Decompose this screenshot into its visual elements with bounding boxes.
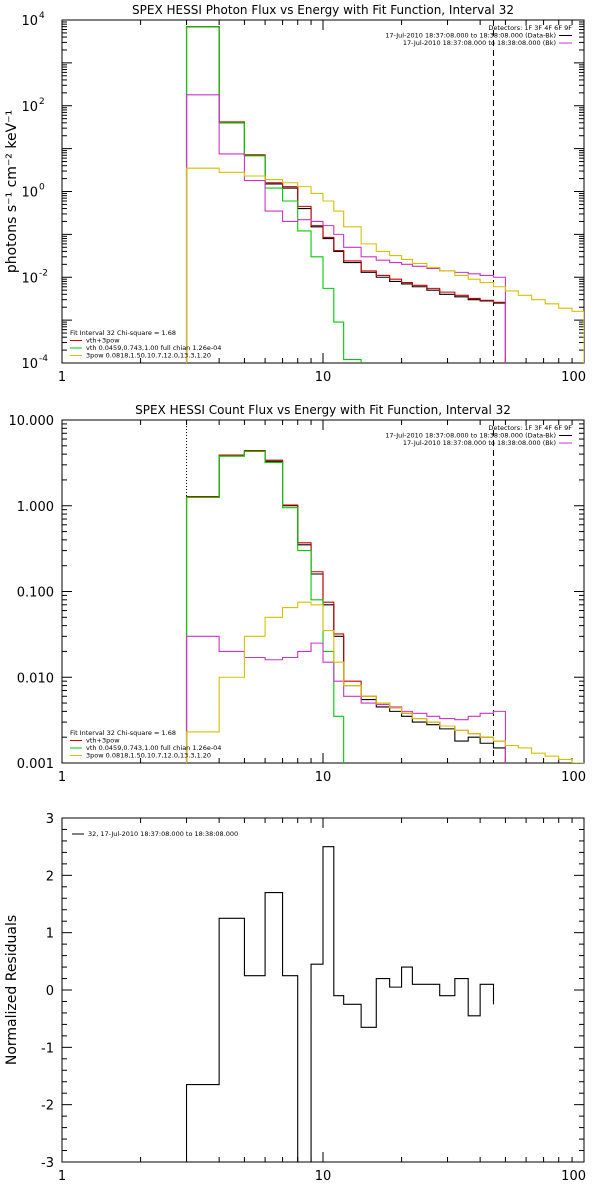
chart-panel-1: SPEX HESSI Photon Flux vs Energy with Fi… xyxy=(4,3,586,385)
y-tick-label: 0.001 xyxy=(17,757,54,772)
x-tick-label: 1 xyxy=(58,1169,66,1184)
y-tick-label: 1.000 xyxy=(17,500,54,515)
legend-entry: vth+3pow xyxy=(86,737,120,745)
legend-header: Detectors: 1F 3F 4F 6F 9F xyxy=(488,24,572,32)
series-line-3pow xyxy=(185,601,584,763)
y-axis: 3 2 1 0 -1 -2 -3 xyxy=(41,812,584,1171)
series-line-bk xyxy=(185,635,506,763)
x-tick-label: 10 xyxy=(315,370,332,385)
y-tick-label: 0.100 xyxy=(17,586,54,601)
series-group xyxy=(185,450,584,763)
x-axis: 1 10 100 xyxy=(58,818,586,1184)
chart-panel-2: SPEX HESSI Count Flux vs Energy with Fit… xyxy=(9,403,587,785)
x-tick-label: 100 xyxy=(561,1169,586,1184)
y-tick-label: 0.010 xyxy=(17,671,54,686)
y-tick-label: -1 xyxy=(41,1041,54,1056)
y-tick-label: 0 xyxy=(46,984,54,999)
legend-entry: 17-Jul-2010 18:37:08.000 to 18:38:08.000… xyxy=(403,439,556,447)
chart-title: SPEX HESSI Photon Flux vs Energy with Fi… xyxy=(132,3,514,17)
legend-entry: 17-Jul-2010 18:37:08.000 to 18:38:08.000… xyxy=(385,432,556,440)
chart-title: SPEX HESSI Count Flux vs Energy with Fit… xyxy=(135,403,511,417)
y-tick-label: 10 xyxy=(21,14,38,29)
y-tick-exponent: 4 xyxy=(39,11,45,21)
series-line-vth xyxy=(185,450,345,763)
y-tick-label: 10 xyxy=(21,100,38,115)
y-tick-label: 10.000 xyxy=(9,414,55,429)
legend-bottom: Fit Interval 32 Chi-square = 1.68vth+3po… xyxy=(70,329,221,360)
series-line-32-17-jul-2010-18-37-08-000-to-18-38-08-000 xyxy=(185,846,495,1162)
legend-header: Detectors: 1F 3F 4F 6F 9F xyxy=(488,424,572,432)
series-line-vth-3pow xyxy=(185,450,506,763)
x-tick-label: 10 xyxy=(315,1169,332,1184)
legend-header: Fit Interval 32 Chi-square = 1.68 xyxy=(70,729,176,737)
y-tick-label: -2 xyxy=(41,1099,54,1114)
y-tick-label: 10 xyxy=(21,186,38,201)
y-tick-label: 10 xyxy=(21,357,38,372)
legend-entry: 17-Jul-2010 18:37:08.000 to 18:38:08.000… xyxy=(403,39,556,47)
series-line-bk xyxy=(185,94,506,363)
series-line-vth xyxy=(185,26,362,363)
series-group xyxy=(185,26,584,363)
legend-entry: 3pow 0.0818,1.50,10.7,12.0,13.3,1.20 xyxy=(86,752,211,760)
series-line-vth-3pow xyxy=(185,26,506,363)
legend-top: 32, 17-Jul-2010 18:37:08.000 to 18:38:08… xyxy=(72,830,238,838)
y-tick-label: 1 xyxy=(46,927,54,942)
y-axis: 10.000 1.000 0.100 0.010 0.001 xyxy=(9,414,584,772)
legend-entry: 32, 17-Jul-2010 18:37:08.000 to 18:38:08… xyxy=(88,830,238,838)
y-tick-label: -3 xyxy=(41,1156,54,1171)
x-axis: 1 10 100 xyxy=(58,420,586,785)
legend-entry: vth+3pow xyxy=(86,337,120,345)
y-tick-exponent: 2 xyxy=(39,97,45,107)
y-tick-label: 3 xyxy=(46,812,54,827)
x-tick-label: 10 xyxy=(315,770,332,785)
series-group xyxy=(185,846,495,1162)
legend-entry: vth 0.0459,0.743,1.00 full chian 1.26e-0… xyxy=(86,344,221,352)
x-tick-label: 100 xyxy=(561,370,586,385)
legend-bottom: Fit Interval 32 Chi-square = 1.68vth+3po… xyxy=(70,729,221,760)
series-line-3pow xyxy=(185,167,584,363)
y-tick-label: 2 xyxy=(46,869,54,884)
series-line-data-bk xyxy=(185,450,506,763)
y-axis-label: Normalized Residuals xyxy=(4,915,20,1065)
legend-entry: 17-Jul-2010 18:37:08.000 to 18:38:08.000… xyxy=(385,32,556,40)
y-tick-exponent: -2 xyxy=(39,268,48,278)
legend-header: Fit Interval 32 Chi-square = 1.68 xyxy=(70,329,176,337)
legend-entry: vth 0.0459,0.743,1.00 full chian 1.26e-0… xyxy=(86,744,221,752)
y-tick-label: 10 xyxy=(21,271,38,286)
x-tick-label: 1 xyxy=(58,370,66,385)
y-tick-exponent: 0 xyxy=(39,183,45,193)
x-tick-label: 1 xyxy=(58,770,66,785)
legend-entry: 3pow 0.0818,1.50,10.7,12.0,13.3,1.20 xyxy=(86,352,211,360)
y-axis-label: photons s⁻¹ cm⁻² keV⁻¹ xyxy=(4,110,20,273)
series-line-data-bk xyxy=(185,26,506,363)
x-tick-label: 100 xyxy=(561,770,586,785)
x-axis: 1 10 100 xyxy=(58,20,586,385)
y-tick-exponent: -4 xyxy=(39,354,48,364)
